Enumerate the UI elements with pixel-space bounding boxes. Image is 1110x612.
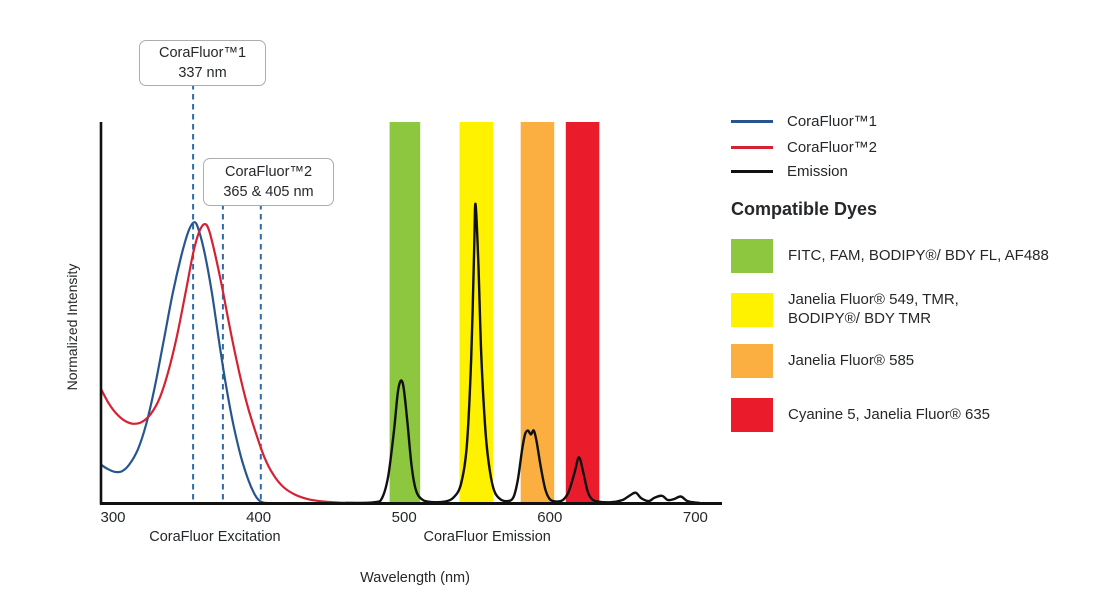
x-axis-title: Wavelength (nm) [360,570,470,586]
x-tick-label-300: 300 [100,509,126,526]
dye-item-yellow: Janelia Fluor® 549, TMR, BODIPY®/ BDY TM… [731,291,959,329]
legend-item-corafluor1: CoraFluor™1 [731,112,877,130]
green-swatch-icon [731,239,773,273]
x-section-label-emission: CoraFluor Emission [423,529,551,545]
dye-label: Janelia Fluor® 549, TMR, BODIPY®/ BDY TM… [788,291,959,327]
series-curve-2 [344,202,701,505]
legend-line-blue-icon [731,119,773,123]
dye-item-red: Cyanine 5, Janelia Fluor® 635 [731,398,990,432]
x-tick-label-600: 600 [537,509,563,526]
dye-label: Cyanine 5, Janelia Fluor® 635 [788,405,991,423]
legend-item-emission: Emission [731,162,877,180]
orange-swatch-icon [731,344,773,378]
filter-band-2 [520,122,555,503]
annotation-corafluor1-337nm: CoraFluor™1 337 nm [139,40,266,86]
yellow-swatch-icon [731,292,773,327]
filter-band-1 [459,122,493,503]
compatible-dyes-heading: Compatible Dyes [731,199,878,219]
x-tick-label-500: 500 [391,509,417,526]
annotation-corafluor2-365-405nm: CoraFluor™2 365 & 405 nm [203,158,334,206]
annotation-title: CoraFluor™2 [224,164,313,180]
series-curve-0 [100,221,269,505]
filter-band-3 [565,122,600,503]
legend-label: Emission [787,162,848,180]
dye-item-orange: Janelia Fluor® 585 [731,344,914,378]
legend-label: CoraFluor™1 [787,112,878,130]
x-tick-label-400: 400 [246,509,272,526]
legend-line-black-icon [731,169,773,173]
series-curve-1 [100,222,355,505]
filter-band-0 [389,122,421,503]
legend-line-red-icon [731,145,773,149]
legend-label: CoraFluor™2 [787,138,878,156]
legend-item-corafluor2: CoraFluor™2 [731,138,877,156]
annotation-value: 337 nm [178,65,227,81]
legend: CoraFluor™1 CoraFluor™2 Emission [731,112,877,188]
y-axis-label: Normalized Intensity [64,263,80,391]
x-section-label-excitation: CoraFluor Excitation [149,529,281,545]
dye-item-green: FITC, FAM, BODIPY®/ BDY FL, AF488 [731,239,1049,273]
dye-label: FITC, FAM, BODIPY®/ BDY FL, AF488 [788,246,1049,264]
red-swatch-icon [731,398,773,432]
dye-label: Janelia Fluor® 585 [788,351,915,369]
annotation-title: CoraFluor™1 [158,45,247,61]
annotation-value: 365 & 405 nm [223,184,314,200]
x-tick-label-700: 700 [682,509,708,526]
